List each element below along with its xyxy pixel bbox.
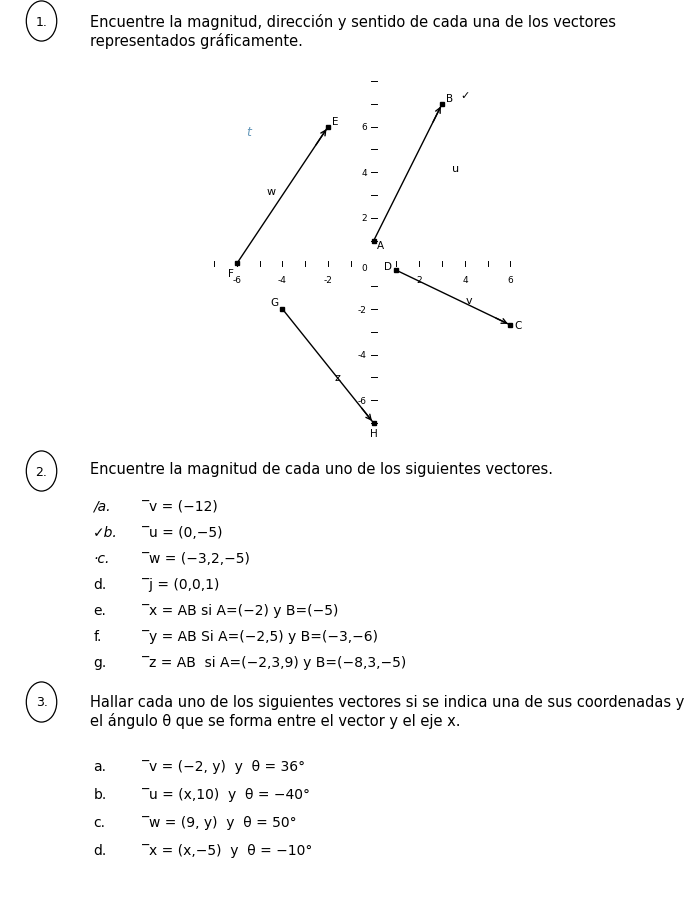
- Text: c.: c.: [93, 815, 105, 829]
- Text: ̅x = (x,−5)  y  θ = −10°: ̅x = (x,−5) y θ = −10°: [149, 843, 312, 857]
- Text: g.: g.: [93, 655, 107, 670]
- Text: ̅u = (0,−5): ̅u = (0,−5): [149, 526, 222, 539]
- Text: /a.: /a.: [93, 499, 111, 514]
- Text: -2: -2: [324, 275, 333, 284]
- Text: 3.: 3.: [35, 696, 48, 709]
- Text: 6: 6: [361, 123, 367, 132]
- Text: ̅w = (9, y)  y  θ = 50°: ̅w = (9, y) y θ = 50°: [149, 815, 296, 829]
- Text: a.: a.: [93, 759, 107, 773]
- Text: Hallar cada uno de los siguientes vectores si se indica una de sus coordenadas y: Hallar cada uno de los siguientes vector…: [90, 694, 684, 728]
- Text: ·c.: ·c.: [93, 551, 110, 566]
- Text: A: A: [377, 241, 384, 251]
- Text: C: C: [515, 321, 522, 331]
- Text: -6: -6: [233, 275, 242, 284]
- Text: 6: 6: [508, 275, 513, 284]
- Text: ̅v = (−12): ̅v = (−12): [149, 499, 217, 514]
- Text: w: w: [266, 187, 275, 196]
- Text: -4: -4: [358, 351, 367, 360]
- Text: u: u: [452, 164, 459, 173]
- Text: 1.: 1.: [35, 15, 48, 28]
- Text: D: D: [385, 261, 392, 271]
- Text: ̅v = (−2, y)  y  θ = 36°: ̅v = (−2, y) y θ = 36°: [149, 759, 305, 773]
- Text: ̅u = (x,10)  y  θ = −40°: ̅u = (x,10) y θ = −40°: [149, 787, 310, 801]
- Text: f.: f.: [93, 630, 102, 643]
- Text: ̅z = AB  si A=(−2,3,9) y B=(−8,3,−5): ̅z = AB si A=(−2,3,9) y B=(−8,3,−5): [149, 655, 406, 670]
- Text: B: B: [446, 94, 454, 104]
- Text: b.: b.: [93, 787, 107, 801]
- Text: 2: 2: [417, 275, 422, 284]
- Text: F: F: [228, 269, 234, 278]
- Text: ̅w = (−3,2,−5): ̅w = (−3,2,−5): [149, 551, 250, 566]
- Text: 4: 4: [361, 169, 367, 178]
- Text: 2.: 2.: [35, 465, 48, 478]
- Text: d.: d.: [93, 578, 107, 591]
- Text: -4: -4: [278, 275, 287, 284]
- Text: G: G: [271, 298, 279, 308]
- Text: Encuentre la magnitud, dirección y sentido de cada una de los vectores
represent: Encuentre la magnitud, dirección y senti…: [90, 14, 616, 48]
- Text: 2: 2: [361, 214, 367, 223]
- Text: d.: d.: [93, 843, 107, 857]
- Text: E: E: [331, 117, 338, 127]
- Text: ✓: ✓: [460, 91, 470, 100]
- Text: ✓b.: ✓b.: [93, 526, 118, 539]
- Text: -6: -6: [358, 396, 367, 405]
- Text: Encuentre la magnitud de cada uno de los siguientes vectores.: Encuentre la magnitud de cada uno de los…: [90, 462, 553, 476]
- Text: 4: 4: [462, 275, 468, 284]
- Text: v: v: [466, 296, 473, 305]
- Text: ̅y = AB Si A=(−2,5) y B=(−3,−6): ̅y = AB Si A=(−2,5) y B=(−3,−6): [149, 630, 378, 643]
- Text: ̅j = (0,0,1): ̅j = (0,0,1): [149, 578, 219, 591]
- Text: e.: e.: [93, 603, 107, 618]
- Text: ̅x = AB si A=(−2) y B=(−5): ̅x = AB si A=(−2) y B=(−5): [149, 603, 338, 618]
- Text: 0: 0: [361, 264, 367, 273]
- Text: H: H: [370, 429, 378, 439]
- Text: z: z: [334, 374, 340, 383]
- Text: t: t: [246, 126, 251, 138]
- Text: -2: -2: [358, 305, 367, 314]
